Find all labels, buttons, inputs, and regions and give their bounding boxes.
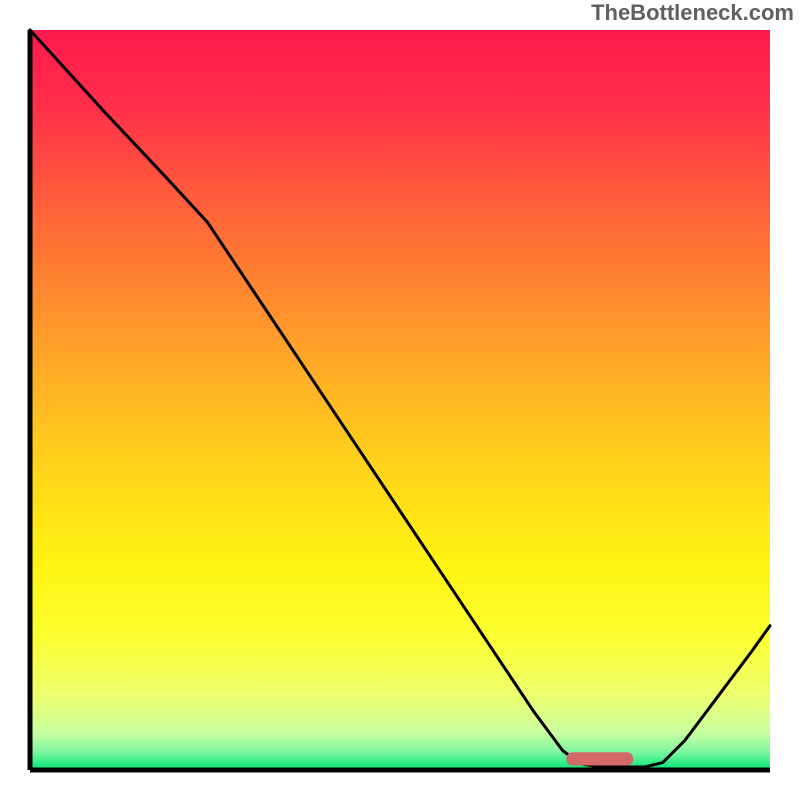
chart-container: TheBottleneck.com — [0, 0, 800, 800]
optimum-marker — [567, 752, 634, 765]
plot-background — [30, 30, 770, 770]
bottleneck-chart — [0, 0, 800, 800]
watermark-text: TheBottleneck.com — [591, 0, 794, 26]
